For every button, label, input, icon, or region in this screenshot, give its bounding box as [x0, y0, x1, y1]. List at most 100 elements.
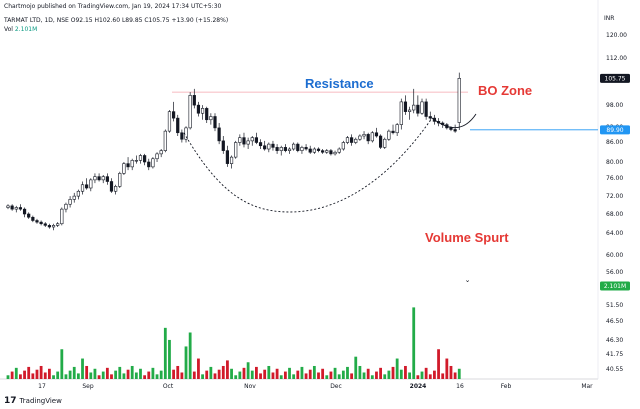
candle: [271, 140, 275, 151]
volume-bar: [304, 373, 308, 379]
volume-bar: [375, 371, 378, 379]
svg-text:89.90: 89.90: [606, 127, 623, 134]
candle: [387, 129, 391, 141]
x-tick-label: Feb: [501, 383, 512, 390]
y-tick-label: 80.00: [606, 159, 623, 166]
y-tick-label: 120.00: [606, 32, 627, 39]
volume-bar: [159, 370, 163, 379]
volume-bar: [333, 367, 337, 379]
candle: [341, 140, 345, 151]
candle: [345, 136, 350, 145]
candle: [10, 204, 14, 211]
candle: [229, 155, 234, 169]
x-tick-label: 2024: [410, 383, 427, 390]
y-tick-label: 46.50: [606, 318, 623, 325]
candle: [407, 106, 412, 120]
volume-bar: [226, 360, 229, 379]
candle: [287, 147, 292, 154]
candle: [238, 134, 242, 146]
volume-bar: [404, 365, 407, 379]
volume-bar: [27, 366, 31, 379]
candle: [378, 134, 383, 149]
volume-bar: [230, 368, 233, 379]
volume-bar: [56, 371, 60, 379]
volume-bar: [428, 374, 432, 379]
candle: [93, 173, 97, 184]
volume-bar: [180, 372, 184, 379]
candle: [275, 144, 279, 154]
volume-bar: [151, 367, 155, 379]
candle: [420, 98, 424, 115]
volume-bar: [279, 375, 283, 379]
candle: [51, 223, 56, 231]
candle: [242, 132, 246, 148]
volume-bar: [358, 365, 362, 379]
volume-bar: [39, 365, 43, 379]
volume-bar: [449, 365, 453, 379]
candle: [221, 136, 225, 154]
volume-bar: [192, 371, 196, 379]
symbol-line: TARMAT LTD, 1D, NSE O92.15 H102.60 L89.8…: [4, 17, 229, 24]
candle: [312, 147, 316, 154]
y-tick-label: 41.75: [606, 351, 623, 358]
volume-bar: [292, 374, 296, 379]
volume-bar: [89, 372, 93, 379]
volume-bar: [76, 373, 80, 379]
volume-bar: [362, 372, 366, 379]
volume-bar: [350, 373, 354, 379]
candle: [126, 157, 130, 171]
tradingview-logo[interactable]: 17 TradingView: [4, 396, 62, 406]
candle: [263, 140, 267, 151]
volume-bar: [221, 365, 225, 379]
y-tick-label: 72.00: [606, 193, 623, 200]
candle: [254, 132, 259, 145]
candle: [151, 157, 155, 169]
candle: [308, 145, 312, 154]
volume-bar: [64, 374, 68, 379]
volume-bar: [300, 366, 304, 379]
svg-text:105.75: 105.75: [605, 75, 626, 82]
candle: [246, 137, 250, 149]
price-badge-green: 2.101M: [600, 281, 630, 291]
svg-text:2.101M: 2.101M: [604, 283, 626, 290]
candle: [383, 137, 387, 149]
candle: [213, 113, 217, 132]
candle: [176, 114, 180, 136]
volume-bar: [168, 339, 171, 379]
price-badge-dark: 105.75: [600, 73, 630, 83]
volume-bar: [246, 362, 250, 379]
y-tick-label: 60.00: [606, 252, 623, 259]
candle: [147, 158, 151, 171]
candle: [114, 184, 118, 195]
candle: [296, 142, 300, 153]
tradingview-logo-mark: 17: [4, 396, 17, 406]
candle: [395, 123, 399, 136]
candle: [105, 173, 109, 185]
volume-bar: [48, 368, 51, 379]
volume-bar: [445, 358, 449, 379]
volume-bar: [267, 365, 271, 379]
candle: [453, 124, 457, 133]
cup-pattern-curve: [183, 117, 433, 213]
volume-bar: [412, 307, 416, 379]
candle: [234, 140, 238, 159]
volume-bar: [255, 366, 258, 379]
candle: [209, 113, 213, 125]
candle: [362, 131, 366, 140]
candle: [205, 106, 209, 123]
volume-bar: [383, 374, 387, 379]
candle: [279, 145, 283, 156]
volume-bar: [201, 374, 204, 379]
candle: [192, 88, 196, 109]
candle: [134, 155, 138, 164]
currency-label: INR: [604, 15, 614, 22]
volume-bar: [308, 369, 312, 379]
bo-zone-annotation: BO Zone: [478, 83, 533, 98]
volume-bar: [118, 366, 122, 379]
volume-bar: [346, 366, 349, 379]
volume-bar: [52, 375, 55, 379]
volume-bar: [275, 368, 279, 379]
volume-bar: [437, 349, 440, 379]
candle: [76, 189, 80, 200]
